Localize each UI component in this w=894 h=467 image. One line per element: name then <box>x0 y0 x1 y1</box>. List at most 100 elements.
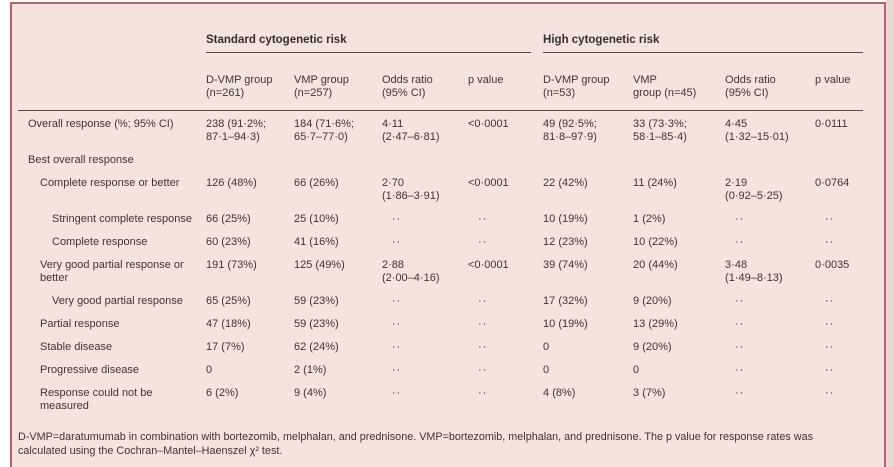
table-cell: 9 (4%) <box>294 387 327 399</box>
table-cell: 13 (29%) <box>633 318 678 330</box>
table-cell: 60 (23%) <box>206 236 251 248</box>
response-rates-table: Standard cytogenetic risk High cytogenet… <box>18 20 864 419</box>
row-label: Very good partial response <box>52 295 183 307</box>
table-cell: ·· <box>735 341 745 353</box>
table-row: Very good partial response or better 191 … <box>18 254 863 290</box>
table-cell: 2·70 (1·86–3·91) <box>382 177 440 202</box>
group-header-high-risk: High cytogenetic risk <box>543 20 864 66</box>
table-cell: ·· <box>478 387 488 399</box>
table-cell: <0·0001 <box>468 177 509 189</box>
table-cell: 0·0764 <box>815 177 850 189</box>
table-cell: 2·88 (2·00–4·16) <box>382 259 440 284</box>
table-cell <box>815 149 863 172</box>
table-cell: 66 (25%) <box>206 213 251 225</box>
table-cell: ·· <box>478 213 488 225</box>
row-label: Progressive disease <box>40 364 140 376</box>
table-cell: ·· <box>825 318 835 330</box>
row-label: Response could not be measured <box>40 387 153 412</box>
row-label: Complete response <box>52 236 148 248</box>
table-cell: 3·48 (1·49–8·13) <box>725 259 783 284</box>
table-cell: ·· <box>735 364 745 376</box>
table-cell: 59 (23%) <box>294 318 339 330</box>
table-row: Response could not be measured 6 (2%) 9 (4… <box>18 382 863 418</box>
table-cell: ·· <box>825 387 835 399</box>
page-margin-strip <box>886 0 894 467</box>
table-cell: 17 (32%) <box>543 295 588 307</box>
table-cell: ·· <box>478 341 488 353</box>
table-cell: 2 (1%) <box>294 364 327 376</box>
table-cell: ·· <box>392 236 402 248</box>
column-header-vmp-high: VMP group (n=45) <box>633 66 726 111</box>
table-cell: 59 (23%) <box>294 295 339 307</box>
table-cell: ·· <box>735 295 745 307</box>
group-header-high-risk-label: High cytogenetic risk <box>543 33 864 53</box>
column-header-pvalue-standard: p value <box>468 66 544 111</box>
table-cell: ·· <box>825 341 835 353</box>
table-cell: ·· <box>825 236 835 248</box>
table-cell: 125 (49%) <box>294 259 345 271</box>
group-header-standard-risk: Standard cytogenetic risk <box>206 20 543 66</box>
table-cell <box>382 149 468 172</box>
table-cell: 20 (44%) <box>633 259 678 271</box>
table-cell: 65 (25%) <box>206 295 251 307</box>
table-cell: ·· <box>825 295 835 307</box>
table-cell: ·· <box>478 364 488 376</box>
table-cell: <0·0001 <box>468 118 509 130</box>
table-body: Overall response (%; 95% CI) 238 (91·2%; … <box>18 111 863 419</box>
column-header-dvmp-high: D-VMP group (n=53) <box>543 66 634 111</box>
group-header-standard-risk-label: Standard cytogenetic risk <box>206 33 532 53</box>
table-cell: 33 (73·3%; 58·1–85·4) <box>633 118 687 143</box>
table-cell: 17 (7%) <box>206 341 245 353</box>
table-cell: 0·0111 <box>815 118 848 130</box>
table-cell: 41 (16%) <box>294 236 339 248</box>
table-row: Stringent complete response 66 (25%) 25 (1… <box>18 208 863 231</box>
table-cell: 0·0035 <box>815 259 850 271</box>
table-cell: ·· <box>825 213 835 225</box>
table-cell: 10 (22%) <box>633 236 678 248</box>
row-label: Overall response (%; 95% CI) <box>28 118 174 130</box>
table-cell: 3 (7%) <box>633 387 666 399</box>
table-cell: ·· <box>735 387 745 399</box>
table-cell: ·· <box>735 318 745 330</box>
table-cell: ·· <box>735 213 745 225</box>
table-cell: ·· <box>478 236 488 248</box>
table-cell: 49 (92·5%; 81·8–97·9) <box>543 118 597 143</box>
table-cell: ·· <box>478 318 488 330</box>
table-cell: ·· <box>735 236 745 248</box>
table-cell: 4·45 (1·32–15·01) <box>725 118 789 143</box>
table-cell: 47 (18%) <box>206 318 251 330</box>
table-cell: 25 (10%) <box>294 213 339 225</box>
row-label: Complete response or better <box>40 177 180 189</box>
table-cell: 184 (71·6%; 65·7–77·0) <box>294 118 354 143</box>
table-cell: ·· <box>825 364 835 376</box>
table-cell: 22 (42%) <box>543 177 588 189</box>
column-header-spacer <box>18 66 206 111</box>
table-cell <box>294 149 382 172</box>
results-table-panel: Standard cytogenetic risk High cytogenet… <box>10 2 886 467</box>
row-label: Best overall response <box>28 154 134 166</box>
table-cell: 238 (91·2%; 87·1–94·3) <box>206 118 266 143</box>
table-row: Progressive disease 0 2 (1%) ·· ·· 0 0 ·· ·· <box>18 359 863 382</box>
column-header-odds-ratio-high: Odds ratio (95% CI) <box>725 66 816 111</box>
row-label: Stringent complete response <box>52 213 193 225</box>
table-cell: 0 <box>543 364 550 376</box>
table-cell: 11 (24%) <box>633 177 677 189</box>
table-row: Complete response or better 126 (48%) 66 (… <box>18 172 863 208</box>
column-header-vmp-standard: VMP group (n=257) <box>294 66 382 111</box>
table-cell <box>543 149 633 172</box>
row-label: Very good partial response or better <box>40 259 184 284</box>
table-cell: 9 (20%) <box>633 341 672 353</box>
table-row: Partial response 47 (18%) 59 (23%) ·· ·· 10 (… <box>18 313 863 336</box>
table-cell: ·· <box>392 341 402 353</box>
table-cell: 0 <box>543 341 550 353</box>
column-header-row: D-VMP group (n=261) VMP group (n=257) Od… <box>18 66 864 111</box>
table-footnote: D-VMP=daratumumab in combination with bo… <box>18 431 814 457</box>
table-cell: 10 (19%) <box>543 318 588 330</box>
group-header-row: Standard cytogenetic risk High cytogenet… <box>18 20 864 66</box>
table-row: Stable disease 17 (7%) 62 (24%) ·· ·· 0 9 (20%… <box>18 336 863 359</box>
column-header-pvalue-high: p value <box>815 66 864 111</box>
table-cell: 0 <box>633 364 640 376</box>
table-row: Very good partial response 65 (25%) 59 (23… <box>18 290 863 313</box>
table-cell: ·· <box>392 213 402 225</box>
table-cell: 2·19 (0·92–5·25) <box>725 177 783 202</box>
